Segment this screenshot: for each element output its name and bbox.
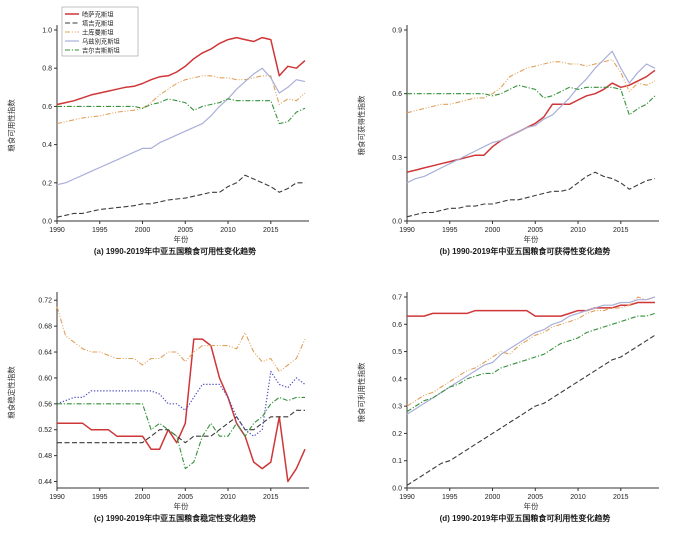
x-tick-label: 2005: [177, 227, 193, 234]
y-tick-label: 0.1: [392, 458, 402, 465]
series-tajikistan: [406, 334, 656, 486]
series-kyrgyzstan: [57, 98, 306, 125]
subplot-c: 0.44 0.48 0.52 0.56 0.60 0.64 0.68 0.72 1990 1995…: [0, 267, 350, 534]
x-tick-label: 2010: [570, 227, 586, 234]
y-tick-label: 0.64: [38, 350, 52, 357]
series-turkmenistan: [56, 306, 306, 373]
x-tick-label: 2005: [527, 227, 543, 234]
subplot-d: 0.0 0.1 0.2 0.3 0.4 0.5 0.6 0.7 1990 1995 2000 2005…: [350, 267, 700, 534]
subplot-a: 0.0 0.2 0.4 0.6 0.8 1.0 1990 1995 2000 2005 2010 20…: [0, 0, 350, 267]
x-tick-label: 1990: [49, 227, 65, 234]
series-uzbekistan: [406, 296, 656, 415]
series-kazakhstan: [56, 36, 306, 106]
y-tick-label: 0.52: [38, 427, 52, 434]
x-tick-label: 2015: [613, 494, 629, 501]
x-tick-label: 2000: [485, 494, 501, 501]
y-tick-label: 0.48: [38, 453, 52, 460]
series-kyrgyzstan: [57, 396, 305, 470]
series-uzbekistan: [406, 50, 656, 184]
y-tick-label: 0.56: [38, 401, 52, 408]
series-tajikistan: [57, 409, 305, 444]
y-tick-label: 0.9: [392, 28, 402, 35]
x-tick-label: 1990: [49, 494, 65, 501]
y-axis-label: 粮食可利用性指数: [356, 362, 366, 422]
subplot-b: 0.0 0.3 0.6 0.9 1990 1995 2000 2005 2010 2015 年份 粮食…: [350, 0, 700, 267]
x-tick-label: 1990: [399, 494, 415, 501]
series-kazakhstan: [57, 338, 306, 483]
x-tick-label: 2000: [135, 494, 151, 501]
x-axis-label: 年份: [174, 501, 189, 511]
y-tick-label: 0.4: [42, 142, 52, 149]
x-tick-label: 2005: [177, 494, 193, 501]
x-tick-label: 2015: [263, 227, 279, 234]
y-tick-label: 0.0: [42, 219, 52, 226]
y-tick-label: 0.2: [42, 180, 52, 187]
x-tick-label: 2010: [220, 494, 236, 501]
y-tick-label: 0.4: [392, 376, 402, 383]
y-tick-label: 0.44: [38, 479, 52, 486]
x-axis-label: 年份: [174, 234, 189, 244]
legend-label-kyrgyzstan: 吉尔吉斯斯坦: [82, 45, 120, 54]
legend-label-turkmenistan: 土库曼斯坦: [82, 27, 114, 36]
caption-c: (c) 1990-2019年中亚五国粮食稳定性变化趋势: [93, 514, 257, 523]
x-tick-label: 2005: [527, 494, 543, 501]
x-tick-label: 2010: [220, 227, 236, 234]
x-tick-label: 1995: [92, 494, 108, 501]
x-tick-label: 2000: [485, 227, 501, 234]
y-tick-label: 0.3: [392, 155, 402, 162]
y-tick-label: 0.72: [38, 298, 52, 305]
x-tick-label: 1990: [399, 227, 415, 234]
y-tick-label: 0.6: [392, 322, 402, 329]
y-tick-label: 0.2: [392, 431, 402, 438]
y-axis-label: 粮食可获得性指数: [356, 95, 366, 155]
y-tick-label: 0.0: [392, 486, 402, 493]
series-tajikistan: [56, 174, 305, 218]
y-tick-label: 0.7: [392, 295, 402, 302]
series-tajikistan: [406, 171, 656, 218]
y-tick-label: 0.6: [392, 91, 402, 98]
x-tick-label: 2010: [570, 494, 586, 501]
legend-label-tajikistan: 塔吉克斯坦: [82, 18, 114, 27]
y-tick-label: 1.0: [42, 28, 52, 35]
y-axis-label: 粮食稳定性指数: [6, 366, 16, 419]
y-tick-label: 0.3: [392, 404, 402, 411]
x-tick-label: 2015: [613, 227, 629, 234]
y-axis-label: 粮食可用性指数: [6, 99, 16, 152]
series-kyrgyzstan: [406, 312, 656, 413]
x-axis-label: 年份: [524, 234, 539, 244]
series-turkmenistan: [56, 75, 306, 125]
chart-canvas-a: 0.0 0.2 0.4 0.6 0.8 1.0 1990 1995 2000 2005 2010 20…: [6, 6, 309, 244]
x-axis-label: 年份: [524, 501, 539, 511]
chart-canvas-b: 0.0 0.3 0.6 0.9 1990 1995 2000 2005 2010 2015 年份 粮食…: [356, 25, 659, 244]
y-tick-label: 0.60: [38, 375, 52, 382]
series-kazakhstan: [406, 69, 656, 173]
y-tick-label: 0.68: [38, 324, 52, 331]
caption-b: (b) 1990-2019年中亚五国粮食可获得性变化趋势: [439, 247, 611, 256]
legend-label-kazakhstan: 哈萨克斯坦: [82, 9, 114, 18]
x-tick-label: 1995: [442, 494, 458, 501]
legend-label-uzbekistan: 乌兹别克斯坦: [82, 36, 120, 45]
caption-d: (d) 1990-2019年中亚五国粮食可利用性变化趋势: [439, 514, 611, 523]
caption-a: (a) 1990-2019年中亚五国粮食可用性变化趋势: [93, 247, 257, 256]
y-tick-label: 0.8: [42, 66, 52, 73]
chart-canvas-d: 0.0 0.1 0.2 0.3 0.4 0.5 0.6 0.7 1990 1995 2000 2005…: [356, 292, 659, 511]
x-tick-label: 2015: [263, 494, 279, 501]
series-kazakhstan: [407, 301, 655, 317]
chart-canvas-c: 0.44 0.48 0.52 0.56 0.60 0.64 0.68 0.72 1990 1995…: [6, 292, 309, 511]
y-tick-label: 0.6: [42, 104, 52, 111]
y-tick-label: 0.5: [392, 349, 402, 356]
series-uzbekistan: [56, 370, 306, 437]
y-tick-label: 0.0: [392, 219, 402, 226]
series-kyrgyzstan: [407, 84, 656, 116]
series-uzbekistan: [56, 67, 306, 186]
x-tick-label: 1995: [442, 227, 458, 234]
x-tick-label: 1995: [92, 227, 108, 234]
x-tick-label: 2000: [135, 227, 151, 234]
